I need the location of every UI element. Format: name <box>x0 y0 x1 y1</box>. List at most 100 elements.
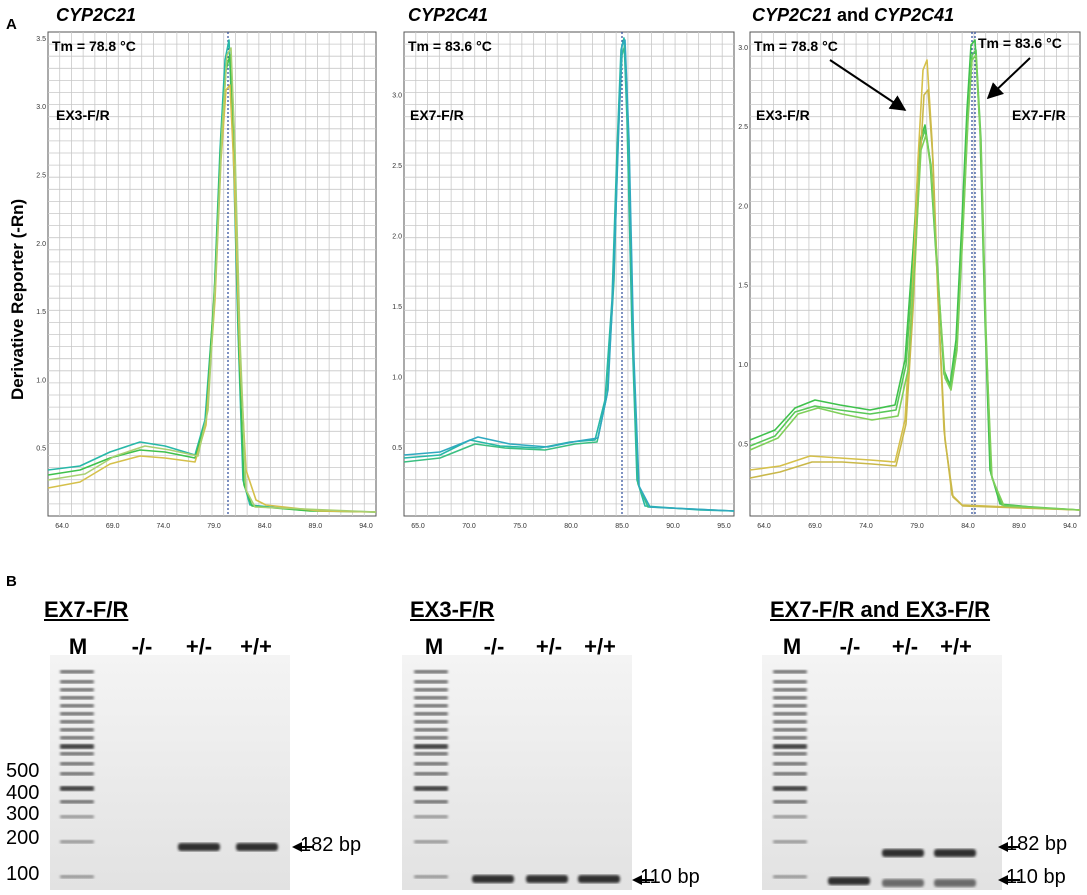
melt-panel-1-grid <box>48 32 376 516</box>
ladder-band <box>414 712 448 716</box>
ladder-band <box>60 680 94 684</box>
ladder-band <box>773 688 807 692</box>
ladder-band <box>773 744 807 749</box>
x-tick-label: 79.0 <box>910 523 924 530</box>
gel-figure <box>50 655 1020 890</box>
band-182 <box>236 843 278 851</box>
ladder-band <box>773 772 807 776</box>
gel-2-title: EX3-F/R <box>410 597 495 622</box>
ladder-band <box>773 815 807 819</box>
ladder-band <box>60 875 94 879</box>
melt-1-primer-label: EX3-F/R <box>56 107 110 123</box>
melt-panel-2-grid <box>404 32 734 516</box>
ladder-band <box>414 680 448 684</box>
gel-2-lane-hom: +/+ <box>584 634 616 659</box>
melt-curve <box>47 47 377 513</box>
gel-3-lane-neg: -/- <box>839 634 861 659</box>
ladder-band <box>414 762 448 766</box>
y-tick-label: 3.5 <box>36 36 46 43</box>
y-tick-label: 2.0 <box>36 241 46 248</box>
y-tick-label: 2.5 <box>392 163 402 170</box>
ladder-band <box>773 696 807 700</box>
gel-1-lane-m: M <box>68 634 88 659</box>
x-tick-label: 70.0 <box>462 523 476 530</box>
y-tick-label: 2.5 <box>738 124 748 131</box>
gel-3-bp-110: 110 bp <box>1006 866 1066 888</box>
melt-panel-2: 65.0 70.0 75.0 80.0 85.0 90.0 95.0 0.5 1.0 1.5 2.0… <box>392 31 735 530</box>
gel-1-title: EX7-F/R <box>44 597 129 622</box>
ladder-band <box>414 728 448 732</box>
melt-1-tm-label: Tm = 78.8 °C <box>52 38 136 54</box>
panel-a-label: A <box>6 16 17 33</box>
x-tick-label: 64.0 <box>55 523 69 530</box>
ladder-band <box>773 840 807 844</box>
ladder-band <box>773 704 807 708</box>
ladder-band <box>773 680 807 684</box>
melt-3-tm-label-right: Tm = 83.6 °C <box>978 35 1062 51</box>
melt-curves-figure: 64.0 69.0 74.0 79.0 84.0 89.0 94.0 0.5 1.0 1.5 2.0… <box>36 31 1081 530</box>
ladder-band <box>60 728 94 732</box>
ladder-band <box>414 688 448 692</box>
gel-3-title: EX7-F/R and EX3-F/R <box>770 597 991 622</box>
gel-1-lane-hom: +/+ <box>240 634 272 659</box>
ladder-band <box>773 786 807 791</box>
ladder-band <box>414 752 448 756</box>
gel-2 <box>402 655 632 890</box>
band-110 <box>828 877 870 885</box>
gel-2-lane-het: +/- <box>535 634 563 659</box>
band-110 <box>472 875 514 883</box>
melt-2-title: CYP2C41 <box>408 5 489 25</box>
melt-3-primer-right: EX7-F/R <box>1012 107 1066 123</box>
gel-1-arrow-182-head <box>292 842 302 852</box>
ladder-band <box>414 772 448 776</box>
ladder-band <box>773 875 807 879</box>
ladder-band <box>60 712 94 716</box>
melt-curve <box>47 84 377 513</box>
x-tick-label: 69.0 <box>808 523 822 530</box>
melt-1-title: CYP2C21 <box>56 5 137 25</box>
ladder-band <box>414 744 448 749</box>
melt-2-primer-label: EX7-F/R <box>410 107 464 123</box>
band-182 <box>882 849 924 857</box>
melt-3-tm-label-left: Tm = 78.8 °C <box>754 38 838 54</box>
ladder-label-100: 100 <box>6 863 40 885</box>
gel-2-lane-m: M <box>424 634 444 659</box>
ladder-band <box>414 720 448 724</box>
y-tick-label: 3.0 <box>738 45 748 52</box>
x-tick-label: 84.0 <box>258 523 272 530</box>
gel-3-lane-hom: +/+ <box>940 634 972 659</box>
y-tick-label: 1.5 <box>36 309 46 316</box>
ladder-band <box>60 688 94 692</box>
ladder-band <box>414 875 448 879</box>
x-tick-label: 84.0 <box>961 523 975 530</box>
ladder-band <box>414 800 448 804</box>
x-tick-label: 79.0 <box>207 523 221 530</box>
x-tick-label: 95.0 <box>717 523 731 530</box>
y-tick-label: 0.5 <box>392 445 402 452</box>
melt-3-primer-left: EX3-F/R <box>756 107 810 123</box>
ladder-band <box>60 720 94 724</box>
gel-3-arrow-182-head <box>998 842 1008 852</box>
ladder-band <box>773 752 807 756</box>
gel-1 <box>50 655 290 890</box>
x-tick-label: 74.0 <box>157 523 171 530</box>
x-tick-label: 75.0 <box>513 523 527 530</box>
y-tick-label: 1.0 <box>36 377 46 384</box>
ladder-band <box>414 670 448 674</box>
y-tick-label: 2.5 <box>36 172 46 179</box>
ladder-band <box>414 840 448 844</box>
gel-3-arrow-110-head <box>998 875 1008 885</box>
gel-2-arrow-110-head <box>632 875 642 885</box>
ladder-band <box>60 800 94 804</box>
ladder-band <box>414 736 448 740</box>
arrow-tm-83 <box>986 57 1031 100</box>
ladder-band <box>773 736 807 740</box>
ladder-band <box>60 762 94 766</box>
melt-3-title: CYP2C21 and CYP2C41 <box>752 5 955 25</box>
ladder-band <box>60 772 94 776</box>
y-tick-label: 3.0 <box>392 92 402 99</box>
x-tick-label: 65.0 <box>411 523 425 530</box>
melt-panel-1: 64.0 69.0 74.0 79.0 84.0 89.0 94.0 0.5 1.0 1.5 2.0… <box>36 31 377 530</box>
gel-3-lane-m: M <box>782 634 802 659</box>
ladder-band <box>414 786 448 791</box>
